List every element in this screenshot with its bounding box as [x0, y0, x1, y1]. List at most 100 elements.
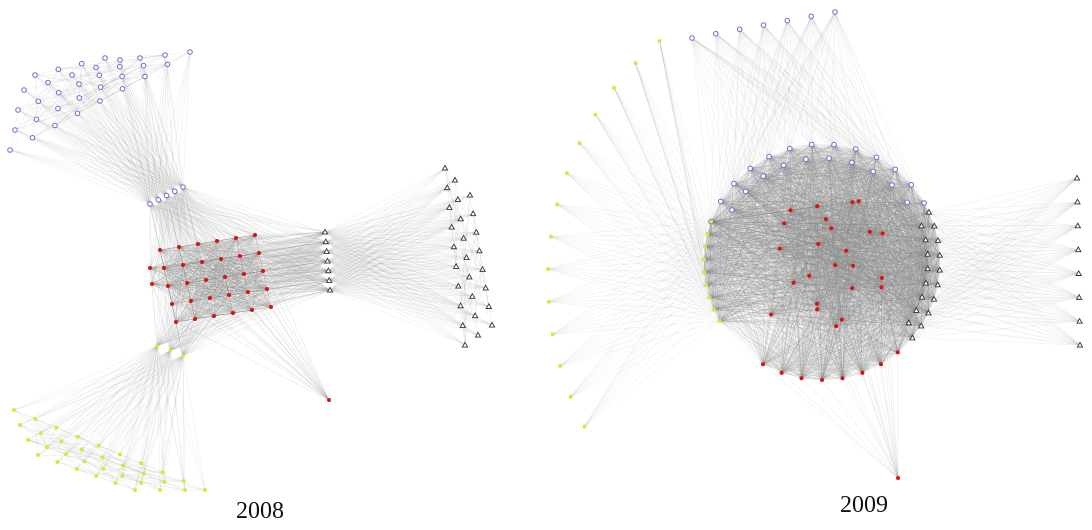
edge — [266, 260, 328, 290]
edge — [733, 183, 940, 256]
node-red — [242, 272, 246, 276]
edge — [99, 100, 184, 188]
edge — [143, 345, 158, 474]
edge — [750, 144, 812, 169]
edge — [178, 231, 326, 248]
edge — [77, 350, 171, 437]
node-blue — [15, 107, 21, 113]
edge — [711, 221, 929, 314]
edge — [163, 234, 256, 269]
edge — [258, 252, 331, 291]
edge — [169, 300, 192, 352]
edge — [186, 270, 329, 284]
edge — [171, 294, 230, 305]
edge — [216, 240, 326, 242]
edge — [99, 100, 167, 196]
edge — [78, 76, 146, 85]
edge — [197, 243, 234, 314]
edge — [710, 221, 772, 315]
edge — [139, 54, 166, 59]
edge — [710, 144, 812, 222]
edge — [329, 280, 479, 336]
edge — [175, 241, 326, 323]
edge — [329, 269, 483, 291]
edge — [159, 231, 326, 251]
edge — [58, 66, 120, 70]
edge — [324, 231, 464, 239]
edge — [194, 270, 329, 320]
edge — [205, 270, 329, 281]
edge — [81, 63, 151, 205]
edge — [750, 168, 836, 266]
edge — [163, 267, 192, 302]
edge — [194, 291, 249, 320]
edge — [149, 258, 222, 269]
edge — [40, 433, 48, 448]
edge — [228, 251, 327, 296]
node-yellow — [120, 473, 125, 478]
edge — [733, 183, 909, 323]
edge — [38, 57, 141, 102]
edge — [327, 199, 458, 262]
edge — [163, 241, 326, 269]
edge — [115, 482, 136, 491]
edge — [710, 221, 818, 310]
edge — [174, 191, 272, 308]
edge — [768, 156, 896, 170]
edge — [34, 57, 106, 76]
edge — [119, 59, 175, 192]
edge — [327, 237, 464, 262]
edge — [789, 148, 925, 204]
node-black — [479, 265, 486, 272]
edge — [783, 144, 835, 166]
edge — [258, 252, 328, 262]
edge — [711, 205, 818, 222]
edge — [119, 59, 184, 188]
edge — [149, 255, 241, 269]
edge — [54, 86, 101, 126]
edge — [167, 285, 330, 401]
edge — [842, 148, 856, 379]
edge — [328, 270, 493, 326]
edge — [171, 243, 199, 305]
edge — [182, 234, 256, 266]
edge — [327, 257, 467, 262]
edge — [733, 183, 882, 365]
edge — [182, 237, 237, 266]
edge — [163, 267, 171, 352]
edge — [186, 261, 203, 284]
edge — [122, 345, 158, 466]
edge — [167, 285, 249, 293]
edge — [213, 288, 268, 317]
edge — [270, 289, 331, 308]
edge — [768, 156, 935, 300]
edge — [149, 240, 218, 269]
edge — [720, 165, 784, 202]
edge — [325, 218, 461, 242]
edge — [232, 255, 241, 314]
edge — [178, 246, 327, 252]
edge — [201, 261, 272, 308]
edge — [182, 264, 249, 293]
edge — [186, 282, 211, 299]
edge — [163, 267, 215, 317]
edge — [166, 195, 237, 239]
edge — [220, 258, 264, 272]
edge — [17, 63, 82, 111]
edge — [78, 83, 159, 200]
edge — [178, 246, 207, 281]
edge — [472, 213, 477, 233]
edge — [224, 276, 249, 293]
edge — [9, 149, 159, 200]
edge — [100, 87, 151, 205]
edge — [171, 303, 184, 357]
edge — [178, 246, 192, 302]
edge — [143, 65, 151, 205]
edge — [262, 241, 326, 272]
edge — [27, 439, 47, 448]
edge — [182, 260, 328, 266]
edge — [324, 187, 448, 233]
edge — [239, 241, 326, 257]
edge — [37, 436, 78, 456]
edge — [13, 409, 36, 420]
